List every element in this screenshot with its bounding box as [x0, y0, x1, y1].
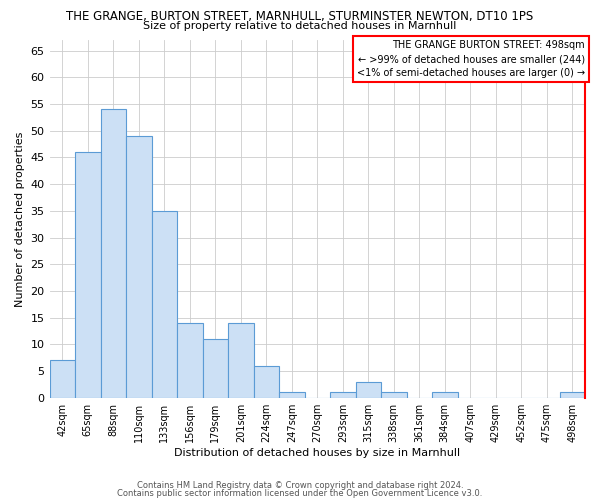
- Bar: [432, 392, 458, 398]
- Bar: [279, 392, 305, 398]
- Text: Size of property relative to detached houses in Marnhull: Size of property relative to detached ho…: [143, 21, 457, 31]
- Bar: [50, 360, 75, 398]
- Bar: [177, 323, 203, 398]
- X-axis label: Distribution of detached houses by size in Marnhull: Distribution of detached houses by size …: [174, 448, 460, 458]
- Text: THE GRANGE, BURTON STREET, MARNHULL, STURMINSTER NEWTON, DT10 1PS: THE GRANGE, BURTON STREET, MARNHULL, STU…: [67, 10, 533, 23]
- Bar: [75, 152, 101, 398]
- Bar: [152, 211, 177, 398]
- Bar: [330, 392, 356, 398]
- Bar: [560, 392, 585, 398]
- Bar: [101, 110, 126, 398]
- Bar: [203, 339, 228, 398]
- Bar: [356, 382, 381, 398]
- Bar: [381, 392, 407, 398]
- Bar: [254, 366, 279, 398]
- Text: THE GRANGE BURTON STREET: 498sqm
← >99% of detached houses are smaller (244)
<1%: THE GRANGE BURTON STREET: 498sqm ← >99% …: [357, 40, 585, 78]
- Text: Contains public sector information licensed under the Open Government Licence v3: Contains public sector information licen…: [118, 488, 482, 498]
- Y-axis label: Number of detached properties: Number of detached properties: [15, 131, 25, 306]
- Bar: [228, 323, 254, 398]
- Text: Contains HM Land Registry data © Crown copyright and database right 2024.: Contains HM Land Registry data © Crown c…: [137, 481, 463, 490]
- Bar: [126, 136, 152, 398]
